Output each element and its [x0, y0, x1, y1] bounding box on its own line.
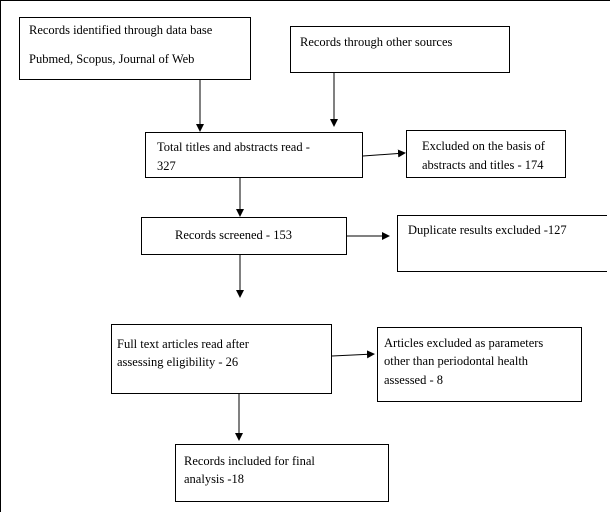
box-records-identified: Records identified through data base Pub… — [19, 17, 251, 80]
box-articles-excluded-parameters-line1: Articles excluded as parameters — [384, 336, 544, 350]
box-full-text-articles: Full text articles read after assessing … — [111, 324, 332, 394]
box-articles-excluded-parameters-line2: other than periodontal health — [384, 354, 529, 368]
box-articles-excluded-parameters: Articles excluded as parameters other th… — [377, 327, 582, 402]
box-records-included: Records included for final analysis -18 — [175, 444, 389, 502]
box-total-titles-read: Total titles and abstracts read - 327 — [145, 132, 363, 178]
box-total-titles-read-line1: Total titles and abstracts read - — [157, 140, 310, 154]
box-full-text-articles-line1: Full text articles read after — [117, 337, 249, 351]
box-excluded-abstracts-line1: Excluded on the basis of — [422, 139, 545, 153]
arrow-fulltext-to-excluded — [331, 350, 375, 359]
box-records-identified-line1: Records identified through data base — [29, 23, 213, 37]
box-records-included-line1: Records included for final — [184, 454, 315, 468]
box-records-included-line2: analysis -18 — [184, 472, 245, 486]
box-full-text-articles-line2: assessing eligibility - 26 — [117, 355, 239, 369]
box-articles-excluded-parameters-line3: assessed - 8 — [384, 373, 444, 387]
box-other-sources-line1: Records through other sources — [300, 35, 453, 49]
box-records-screened: Records screened - 153 — [141, 217, 347, 255]
box-records-screened-line1: Records screened - 153 — [175, 228, 292, 242]
box-duplicates-excluded: Duplicate results excluded -127 — [397, 215, 607, 272]
box-excluded-abstracts-line2: abstracts and titles - 174 — [422, 158, 544, 172]
box-excluded-abstracts: Excluded on the basis of abstracts and t… — [406, 130, 566, 178]
box-total-titles-read-line2: 327 — [157, 159, 176, 173]
box-other-sources: Records through other sources — [290, 26, 510, 73]
box-records-identified-line2: Pubmed, Scopus, Journal of Web — [29, 52, 195, 66]
box-duplicates-excluded-line1: Duplicate results excluded -127 — [408, 223, 567, 237]
arrow-total-to-excluded — [362, 149, 406, 158]
